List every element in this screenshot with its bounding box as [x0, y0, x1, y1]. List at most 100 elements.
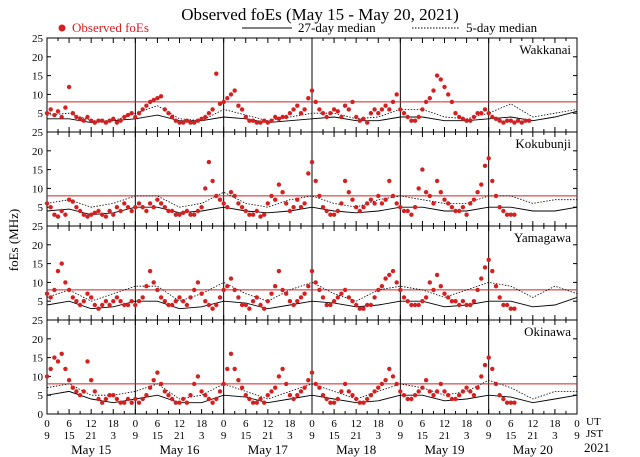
observed-point — [475, 287, 480, 293]
observed-point — [151, 378, 156, 383]
observed-point — [368, 197, 374, 202]
observed-point — [361, 400, 366, 405]
observed-point — [493, 193, 499, 199]
observed-point — [346, 389, 351, 394]
observed-point — [482, 265, 488, 270]
panel-okinawa: 0 5 10 15 20 25 Okinawa — [32, 315, 578, 421]
observed-point — [464, 302, 469, 308]
observed-point — [122, 114, 127, 120]
observed-point — [210, 178, 215, 184]
observed-point — [493, 381, 499, 387]
observed-point — [225, 96, 230, 101]
observed-point — [527, 118, 532, 123]
legend-observed-label: Observed foEs — [72, 20, 149, 35]
observed-point — [442, 197, 447, 202]
observed-point — [192, 120, 197, 125]
ut-tick-label: 0 — [486, 418, 492, 430]
observed-point — [166, 393, 171, 398]
observed-point — [243, 208, 248, 214]
observed-point — [280, 114, 285, 120]
observed-point — [162, 205, 167, 210]
observed-point — [262, 212, 267, 217]
observed-point — [63, 212, 68, 217]
observed-point — [228, 92, 234, 97]
observed-point — [258, 396, 263, 402]
observed-point — [89, 378, 94, 383]
panel-yamagawa: 5 10 15 20 25 Yamagawa — [32, 221, 578, 321]
observed-point — [479, 111, 484, 116]
observed-point — [412, 393, 418, 398]
jst-label: JST — [586, 428, 603, 440]
chart-title: Observed foEs (May 15 - May 20, 2021) — [181, 5, 459, 24]
y-tick-label: 5 — [38, 390, 44, 402]
observed-point — [250, 400, 256, 405]
jst-tick-label: 9 — [398, 430, 404, 442]
observed-point — [324, 396, 329, 402]
observed-point — [181, 210, 186, 215]
observed-point — [96, 118, 101, 123]
observed-point — [232, 88, 237, 93]
observed-point — [423, 378, 429, 383]
observed-point — [96, 306, 101, 311]
observed-point — [103, 214, 109, 219]
observed-point — [129, 400, 134, 405]
observed-point — [295, 197, 300, 202]
observed-point — [320, 111, 326, 116]
station-label: Wakkanai — [519, 42, 571, 57]
observed-point — [195, 374, 201, 379]
observed-point — [203, 393, 208, 398]
observed-point — [195, 280, 201, 285]
observed-point — [357, 306, 362, 311]
observed-point — [390, 99, 396, 105]
observed-point — [100, 212, 105, 217]
observed-point — [243, 302, 248, 308]
observed-point — [55, 268, 61, 274]
observed-point — [276, 374, 282, 379]
observed-point — [158, 201, 164, 206]
observed-point — [361, 116, 366, 122]
observed-point — [306, 171, 311, 176]
median-5day-line — [46, 379, 577, 400]
observed-point — [210, 306, 215, 311]
observed-point — [262, 118, 267, 123]
observed-point — [210, 107, 215, 112]
observed-point — [254, 400, 259, 405]
observed-point — [324, 302, 329, 308]
observed-point — [335, 208, 340, 214]
observed-point — [482, 163, 488, 168]
observed-point — [298, 111, 304, 116]
observed-point — [173, 118, 178, 123]
observed-point — [129, 208, 134, 214]
observed-point — [497, 295, 502, 300]
day-label: May 15 — [71, 442, 111, 457]
observed-point — [96, 396, 101, 402]
ut-tick-label: 6 — [331, 418, 337, 430]
observed-point — [335, 109, 340, 114]
observed-point — [317, 193, 322, 199]
observed-point — [269, 291, 274, 296]
observed-point — [158, 381, 164, 387]
ut-tick-label: 6 — [66, 418, 72, 430]
jst-tick-label: 21 — [527, 430, 538, 442]
observed-point — [136, 299, 142, 304]
observed-point — [313, 381, 318, 387]
observed-point — [107, 118, 112, 123]
observed-point — [151, 280, 156, 285]
observed-point — [331, 212, 337, 217]
observed-point — [291, 107, 296, 112]
observed-point — [44, 291, 50, 296]
observed-point — [309, 268, 315, 274]
observed-point — [398, 389, 403, 394]
observed-point — [203, 114, 208, 120]
observed-point — [125, 205, 131, 210]
observed-point — [490, 366, 495, 372]
observed-point — [446, 295, 451, 300]
jst-tick-label: 21 — [174, 430, 185, 442]
observed-point — [92, 210, 98, 215]
observed-point — [486, 111, 491, 116]
observed-point — [457, 114, 462, 120]
day-label: May 18 — [336, 442, 376, 457]
observed-point — [379, 381, 385, 387]
ut-tick-label: 12 — [439, 418, 450, 430]
